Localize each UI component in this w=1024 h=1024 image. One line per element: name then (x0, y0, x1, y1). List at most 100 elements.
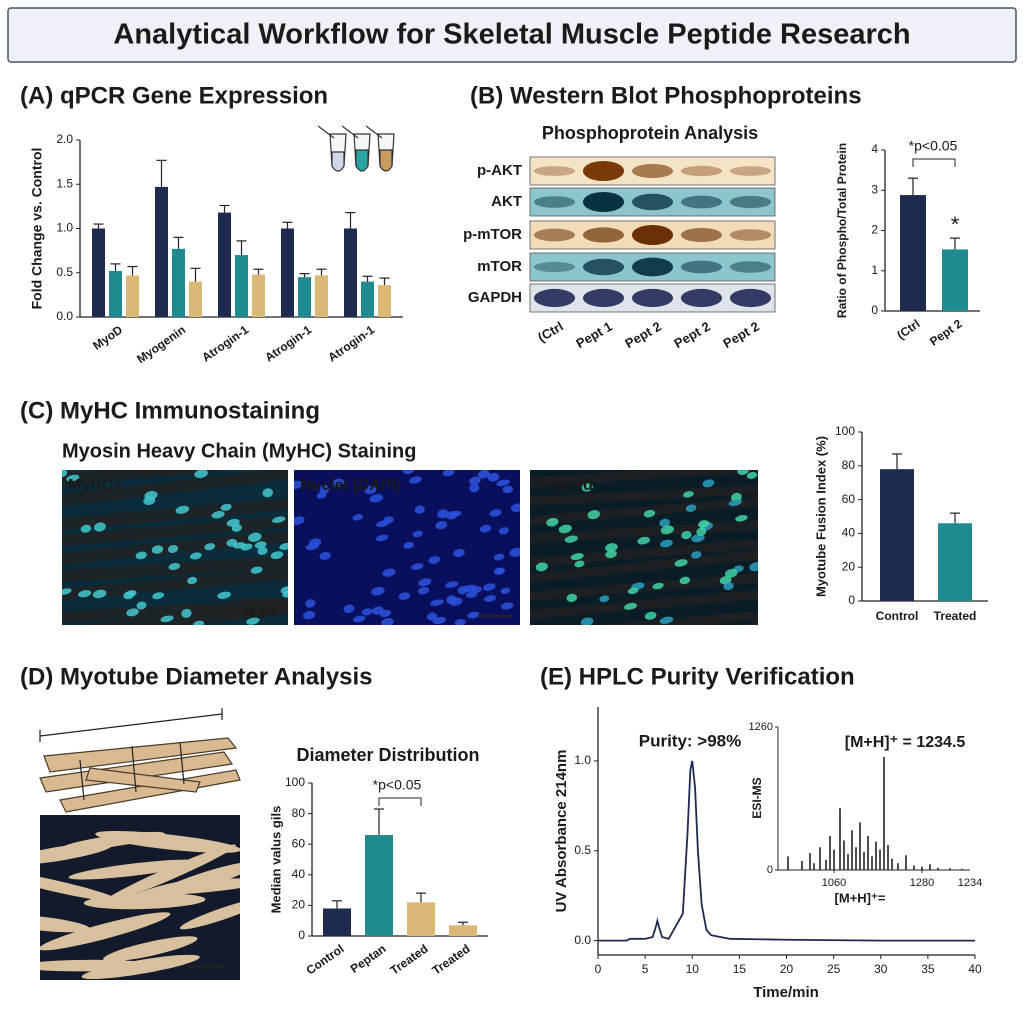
y-tick-label: 100 (285, 775, 305, 789)
x-tick-label: Treated (388, 942, 431, 978)
significance-bracket (378, 797, 422, 806)
nucleus (246, 617, 260, 625)
nucleus (445, 581, 459, 588)
nucleus (496, 479, 510, 487)
nucleus (493, 553, 505, 561)
nucleus (494, 567, 506, 575)
nucleus (303, 610, 316, 620)
bar (155, 186, 168, 317)
y-tick-label: 1260 (749, 721, 773, 733)
myotube (83, 893, 206, 910)
panel-subtitle: Phosphoprotein Analysis (542, 123, 758, 143)
nucleus (418, 586, 430, 595)
bar (407, 902, 435, 936)
nucleus (144, 491, 158, 500)
nucleus (698, 520, 710, 528)
bar (218, 212, 231, 317)
nucleus (465, 590, 478, 599)
nucleus (605, 543, 618, 552)
annotation: Purity: >98% (639, 731, 742, 750)
x-tick-label: 1060 (822, 877, 846, 889)
fiber (62, 497, 288, 531)
bar (449, 925, 477, 936)
panel-title: (D) Myotube Diameter Analysis (20, 663, 373, 690)
y-axis-label: ESI-MS (750, 777, 764, 818)
bar (323, 908, 351, 936)
nucleus (500, 602, 514, 610)
blot-band (729, 229, 772, 241)
bar (252, 274, 265, 317)
x-tick-label: 15 (733, 962, 747, 976)
blot-band (582, 192, 625, 212)
y-tick-label: 60 (842, 492, 856, 506)
nucleus (379, 609, 391, 618)
myotube (60, 831, 165, 851)
bar (172, 248, 185, 317)
bar (315, 275, 328, 317)
x-tick-label: 10 (686, 962, 700, 976)
nucleus (257, 546, 268, 555)
blot-lane-label: Pept 2 (671, 319, 712, 351)
y-axis-label: UV Absorbance 214nm (553, 750, 570, 913)
nucleus (294, 516, 305, 525)
nucleus (580, 617, 594, 625)
x-tick-label: 40 (968, 962, 982, 976)
fiber (62, 567, 288, 601)
nucleus (92, 589, 107, 599)
nucleus (135, 551, 147, 560)
y-tick-label: 80 (292, 806, 306, 820)
scale-bar-label: 50 µm (241, 604, 278, 619)
bar (189, 281, 202, 317)
blot-band (631, 193, 674, 211)
myotube (147, 878, 240, 895)
nucleus (375, 534, 389, 542)
title-box (7, 7, 1017, 63)
y-tick-label: 60 (292, 836, 306, 850)
nucleus (204, 543, 216, 551)
nucleus (152, 592, 165, 600)
nucleus (62, 588, 72, 595)
myotube (103, 844, 236, 903)
nucleus (570, 553, 584, 561)
blot-band (680, 288, 723, 308)
nucleus (449, 510, 462, 518)
nucleus (409, 476, 422, 484)
nucleus (352, 514, 364, 521)
nucleus (231, 523, 242, 532)
nucleus (430, 599, 444, 606)
x-axis-label: [M+H]⁺= (835, 890, 886, 905)
tube-icons (317, 125, 395, 172)
nucleus (226, 538, 238, 547)
blot-band (533, 196, 576, 208)
nucleus (581, 483, 593, 492)
fiber (52, 637, 298, 652)
x-tick-label: 0 (595, 962, 602, 976)
nucleus (659, 518, 671, 527)
nucleus (62, 470, 68, 478)
nucleus (123, 591, 135, 600)
nucleus (644, 611, 657, 620)
blot-row-label: mTOR (477, 258, 522, 275)
nucleus (193, 620, 205, 625)
nucleus (382, 568, 396, 577)
micrograph-label: MyHC+ (68, 477, 123, 494)
panel-title: (C) MyHC Immunostaining (20, 397, 320, 424)
nucleus (652, 582, 664, 590)
nucleus (220, 503, 232, 511)
nucleus (682, 491, 694, 498)
nucleus (498, 527, 509, 535)
nucleus (168, 562, 181, 571)
nucleus (696, 527, 707, 536)
y-tick-label: 0 (767, 864, 773, 876)
blot-band (533, 166, 576, 176)
y-axis-label: Myotube Fusion Index (%) (813, 436, 828, 597)
nucleus (454, 618, 466, 625)
nucleus (442, 470, 455, 477)
bar (126, 275, 139, 317)
panel-subtitle: Diameter Distribution (296, 745, 479, 765)
myotube-sketch (39, 708, 241, 813)
nucleus (599, 595, 610, 603)
blot-band (533, 261, 576, 273)
nucleus (728, 499, 742, 507)
